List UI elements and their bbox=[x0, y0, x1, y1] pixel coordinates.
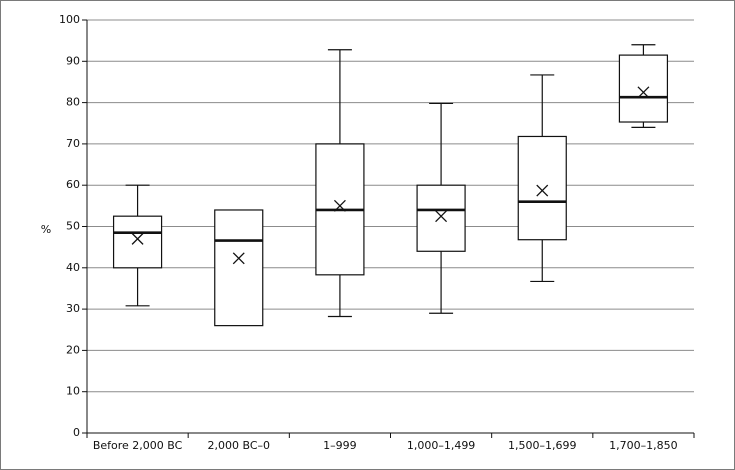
interquartile-box bbox=[618, 54, 669, 123]
y-tick-label: 60 bbox=[66, 178, 80, 191]
mean-marker bbox=[435, 210, 448, 223]
y-tick-label: 70 bbox=[66, 137, 80, 150]
y-tick-label: 50 bbox=[66, 220, 80, 233]
box-plot-item bbox=[315, 49, 365, 318]
gridlines bbox=[87, 19, 694, 393]
interquartile-box bbox=[112, 215, 163, 269]
y-tick-label: 10 bbox=[66, 385, 80, 398]
x-category-label: Before 2,000 BC bbox=[93, 439, 183, 452]
mean-marker bbox=[333, 199, 346, 212]
axes: 0 10 20 30 40 50 60 70 80 90 100 Before 2,000 BC 2,0… bbox=[59, 13, 695, 452]
mean-marker bbox=[536, 184, 549, 197]
y-tick-label: 20 bbox=[66, 343, 80, 356]
box-series bbox=[112, 44, 669, 327]
x-category-label: 2,000 BC–0 bbox=[207, 439, 270, 452]
y-tick-label: 80 bbox=[66, 96, 80, 109]
box-plot-item bbox=[618, 44, 669, 128]
box-plot-item bbox=[416, 102, 466, 314]
y-tick-label: 90 bbox=[66, 54, 80, 67]
box-plot-item bbox=[214, 209, 264, 327]
y-tick-label: 40 bbox=[66, 261, 80, 274]
y-tick-label: 100 bbox=[59, 13, 80, 26]
interquartile-box bbox=[214, 209, 264, 327]
y-axis-label: % bbox=[41, 223, 51, 236]
mean-marker bbox=[637, 86, 650, 99]
interquartile-box bbox=[517, 135, 567, 241]
x-category-label: 1,500–1,699 bbox=[508, 439, 576, 452]
y-tick-label: 0 bbox=[73, 426, 80, 439]
x-category-label: 1,000–1,499 bbox=[407, 439, 475, 452]
box-plot-item bbox=[112, 184, 163, 307]
x-category-label: 1–999 bbox=[323, 439, 357, 452]
mean-marker bbox=[232, 252, 245, 265]
box-plot-item bbox=[517, 74, 567, 283]
x-category-label: 1,700–1,850 bbox=[609, 439, 677, 452]
mean-marker bbox=[131, 232, 144, 245]
y-tick-label: 30 bbox=[66, 302, 80, 315]
interquartile-box bbox=[416, 184, 466, 252]
